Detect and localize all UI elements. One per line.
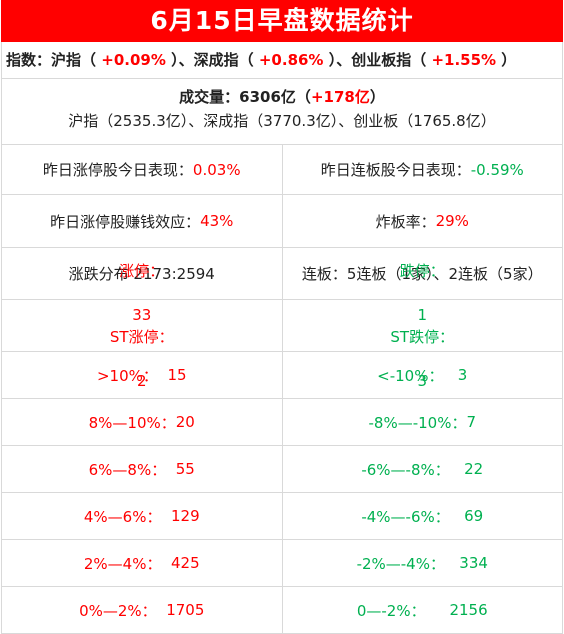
down-range-count: 69 [464, 507, 484, 525]
down-range-count: 2156 [449, 601, 488, 619]
zhaban-label: 炸板率： [375, 212, 436, 231]
volume-detail: 沪指（2535.3亿）、深成指（3770.3亿）、创业板（1765.8亿） [68, 112, 496, 130]
up-range-cell: 2%—4%： 425 [2, 540, 283, 586]
limit-down-cell: 跌停： 1 ST跌停： 3 [283, 262, 563, 390]
up-range-cell: 4%—6%： 129 [2, 493, 283, 539]
distribution-row: 涨跌分布 2173:2594 连板：5连板（1家）、2连板（5家） [1, 248, 563, 300]
zt-yesterday-cell: 昨日涨停股今日表现： 0.03% [2, 145, 283, 194]
performance-row: 昨日涨停股今日表现： 0.03% 昨日连板股今日表现： -0.59% [1, 145, 563, 195]
down-range-cell: -6%—-8%： 22 [283, 446, 563, 492]
up-range-label: 2%—4%： [83, 554, 162, 573]
report-title: 6月15日早盘数据统计 [1, 0, 563, 42]
st-limit-up-label: ST涨停： [109, 327, 174, 346]
up-range-label: 0%—2%： [79, 601, 157, 620]
limit-up-label: 涨停： [119, 261, 165, 280]
zt-yesterday-label: 昨日涨停股今日表现： [42, 161, 193, 179]
volume-total: 6306亿 [239, 88, 296, 106]
index-cy-value: +1.55% [431, 51, 497, 69]
profit-value: 43% [200, 212, 234, 230]
lianban-text: 连板：5连板（1家）、2连板（5家） [301, 265, 543, 283]
limit-up-line: 涨停： 33 [119, 260, 164, 326]
range-row: 2%—4%： 425 -2%—-4%： 334 [1, 540, 563, 587]
st-limit-down-count: 3 [417, 371, 428, 390]
up-range-count: 20 [175, 413, 195, 431]
st-limit-up-line: ST涨停： 2 [110, 326, 174, 392]
lb-yesterday-value: -0.59% [470, 160, 524, 179]
index-sh-value: +0.09% [101, 51, 166, 69]
limit-up-count: 33 [132, 305, 152, 324]
down-range-cell: <-10%： 3 [283, 352, 563, 398]
up-range-count: 55 [175, 460, 195, 478]
distribution-text: 涨跌分布 2173:2594 [2, 248, 283, 299]
down-range-label: -4%—-6%： [361, 507, 450, 526]
down-range-cell: 0—-2%： 2156 [283, 587, 563, 633]
profit-label: 昨日涨停股赚钱效应： [50, 212, 201, 231]
range-row: 8%—10%： 20 -8%—-10%： 7 [1, 399, 563, 446]
up-range-cell: 8%—10%： 20 [2, 399, 283, 445]
down-range-count: 3 [457, 366, 468, 384]
range-row: 4%—6%： 129 -4%—-6%： 69 [1, 493, 563, 540]
index-sh-name: 沪指 [51, 51, 82, 69]
volume-label: 成交量： [179, 88, 240, 106]
down-range-label: <-10%： [377, 366, 444, 385]
zt-yesterday-value: 0.03% [192, 160, 241, 179]
up-range-count: 425 [171, 554, 200, 572]
down-range-count: 22 [464, 460, 484, 478]
up-range-cell: 6%—8%： 55 [2, 446, 283, 492]
up-range-label: 6%—8%： [88, 460, 167, 479]
up-range-label: 8%—10%： [88, 413, 176, 432]
st-limit-down-label: ST跌停： [390, 327, 455, 346]
limit-row: 涨停： 33 ST涨停： 2 跌停： 1 ST跌停： 3 [1, 262, 563, 390]
up-range-cell: 0%—2%： 1705 [2, 587, 283, 633]
lb-yesterday-cell: 昨日连板股今日表现： -0.59% [283, 145, 563, 194]
volume-row: 成交量：6306亿（+178亿） 沪指（2535.3亿）、深成指（3770.3亿… [1, 79, 563, 145]
limit-down-label: 跌停： [399, 261, 445, 280]
limit-down-line: 跌停： 1 [400, 260, 445, 326]
down-range-count: 7 [466, 413, 476, 431]
limit-down-count: 1 [417, 305, 428, 324]
down-range-label: -6%—-8%： [361, 460, 450, 479]
index-row: 指数：沪指（ +0.09% ）、深成指（ +0.86% ）、创业板指（ +1.5… [1, 42, 563, 79]
limit-up-cell: 涨停： 33 ST涨停： 2 [2, 262, 283, 390]
down-range-label: 0—-2%： [356, 601, 426, 620]
range-row: >10%： 15 <-10%： 3 [1, 352, 563, 399]
up-range-label: 4%—6%： [83, 507, 162, 526]
profit-row: 昨日涨停股赚钱效应： 43% 炸板率： 29% [1, 195, 563, 248]
index-sz-value: +0.86% [258, 51, 324, 69]
index-cy-name: 创业板指 [351, 51, 412, 69]
down-range-count: 334 [459, 554, 488, 572]
profit-cell: 昨日涨停股赚钱效应： 43% [2, 195, 283, 247]
down-range-label: -8%—-10%： [368, 413, 467, 432]
down-range-label: -2%—-4%： [356, 554, 445, 573]
range-row: 6%—8%： 55 -6%—-8%： 22 [1, 446, 563, 493]
index-sz-name: 深成指 [193, 51, 239, 69]
up-range-count: 15 [167, 366, 187, 384]
up-range-label: >10%： [96, 366, 158, 385]
zhaban-cell: 炸板率： 29% [283, 195, 563, 247]
index-label: 指数： [6, 51, 52, 69]
down-range-cell: -2%—-4%： 334 [283, 540, 563, 586]
st-limit-down-line: ST跌停： 3 [390, 326, 454, 392]
lb-yesterday-label: 昨日连板股今日表现： [320, 161, 471, 179]
up-range-count: 129 [171, 507, 200, 525]
volume-change: +178亿 [310, 88, 370, 106]
zhaban-value: 29% [435, 212, 469, 230]
up-range-cell: >10%： 15 [2, 352, 283, 398]
up-range-count: 1705 [166, 601, 205, 619]
down-range-cell: -4%—-6%： 69 [283, 493, 563, 539]
down-range-cell: -8%—-10%： 7 [283, 399, 563, 445]
st-limit-up-count: 2 [136, 371, 147, 390]
range-row: 0%—2%： 1705 0—-2%： 2156 [1, 587, 563, 634]
